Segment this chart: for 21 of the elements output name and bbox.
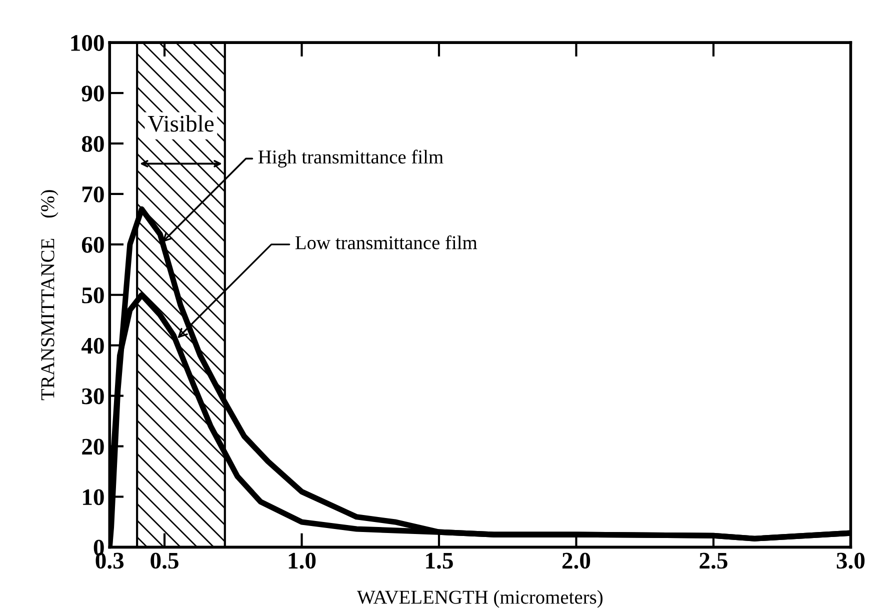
y-tick-label: 30 [82,388,104,404]
y-tick-label: 10 [83,489,104,506]
y-tick-label: 100 [71,35,104,51]
x-tick-label: 3.0 [836,552,865,569]
x-tick-label: 0.5 [150,552,178,569]
y-tick-label: 40 [81,338,104,354]
y-tick-label: 20 [82,438,104,455]
x-axis-title: WAVELENGTH (micrometers) [356,590,603,608]
annotation: High transmittance film [258,150,444,168]
y-axis-title: TRANSMITTANCE (%) [40,190,58,400]
band-label: Visible [148,115,214,132]
x-tick-label: 1.5 [426,552,453,569]
x-tick-label: 2.0 [562,552,590,569]
y-tick-label: 70 [82,186,104,202]
x-tick-label: 2.5 [700,552,728,569]
y-tick-label: 90 [82,86,104,102]
y-tick-label: 80 [82,136,104,152]
y-tick-label: 60 [82,236,104,253]
x-tick-label: 1.0 [288,552,316,569]
annotation: Low transmittance film [295,235,478,250]
y-tick-label: 50 [82,287,104,304]
